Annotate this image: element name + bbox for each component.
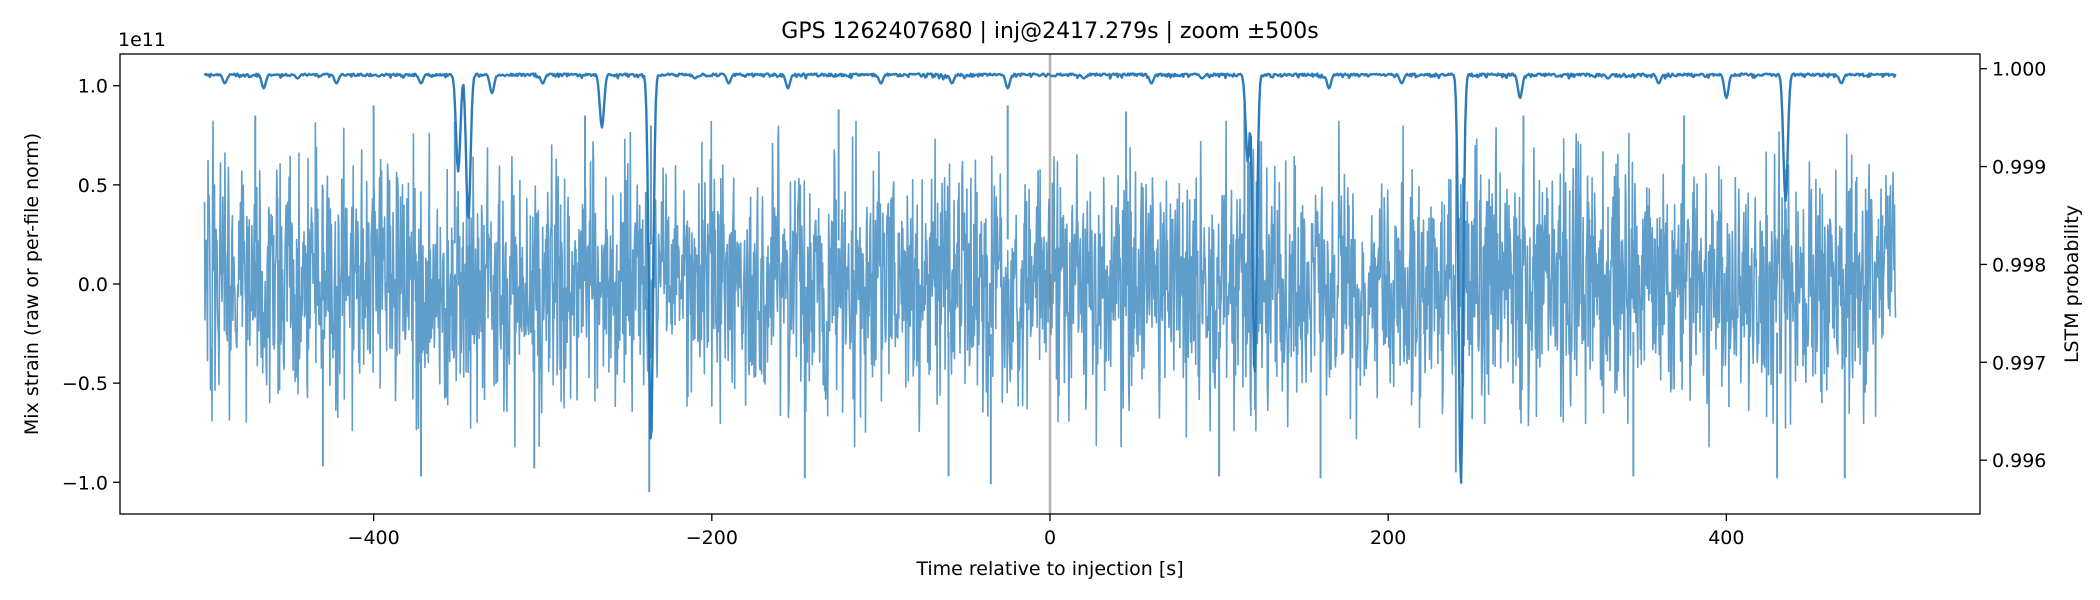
- x-axis-label: Time relative to injection [s]: [915, 558, 1183, 580]
- y-axis-right: 0.996 0.997 0.998 0.999 1.000: [1980, 59, 2046, 472]
- x-tick-label: 400: [1708, 527, 1744, 549]
- y-axis-right-label: LSTM probability: [2061, 205, 2083, 363]
- y-axis-left: −1.0 −0.5 0.0 0.5 1.0: [62, 76, 120, 494]
- y-axis-left-label: Mix strain (raw or per-file norm): [21, 133, 43, 435]
- y-right-tick-label: 0.997: [1992, 352, 2046, 374]
- x-tick-label: −200: [686, 527, 738, 549]
- y-left-tick-label: −1.0: [62, 472, 108, 494]
- x-tick-label: 0: [1044, 527, 1056, 549]
- y-right-tick-label: 0.999: [1992, 157, 2046, 179]
- y-right-tick-label: 0.996: [1992, 450, 2046, 472]
- chart-title: GPS 1262407680 | inj@2417.279s | zoom ±5…: [781, 19, 1318, 44]
- x-axis: −400 −200 0 200 400: [348, 514, 1744, 549]
- strain-series: [203, 105, 1897, 493]
- y-left-tick-label: 1.0: [78, 76, 108, 98]
- y-left-tick-label: 0.0: [78, 274, 108, 296]
- y-axis-left-offset-label: 1e11: [118, 29, 166, 51]
- y-left-tick-label: −0.5: [62, 373, 108, 395]
- x-tick-label: 200: [1370, 527, 1406, 549]
- x-tick-label: −400: [348, 527, 400, 549]
- y-right-tick-label: 0.998: [1992, 254, 2046, 276]
- y-right-tick-label: 1.000: [1992, 59, 2046, 81]
- y-left-tick-label: 0.5: [78, 175, 108, 197]
